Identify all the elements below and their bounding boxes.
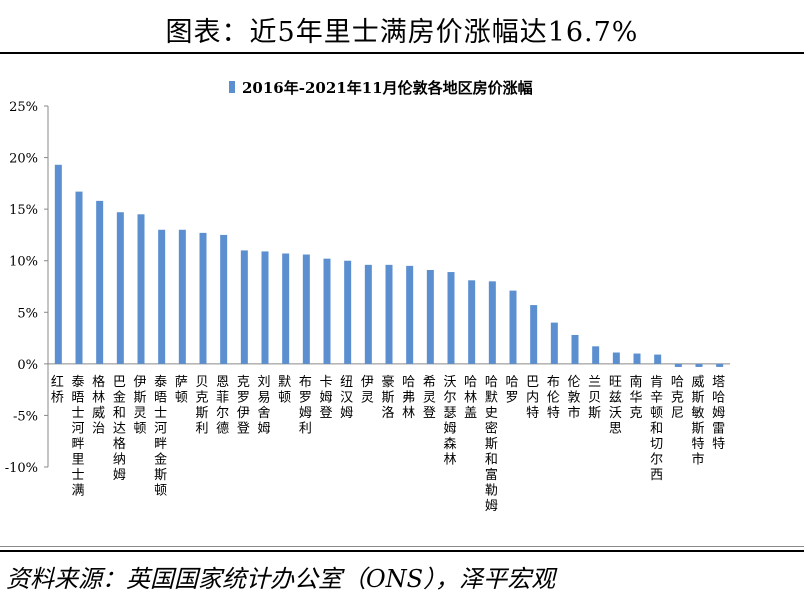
bar xyxy=(426,269,434,364)
x-tick-label: 默顿 xyxy=(278,374,291,406)
x-tick-label: 哈默史密斯和富勒姆 xyxy=(485,375,498,514)
x-tick-label: 泰晤士河畔里士满 xyxy=(71,375,84,499)
x-tick-label: 塔哈姆雷特 xyxy=(712,375,725,452)
title-divider xyxy=(0,52,804,54)
source-divider xyxy=(0,550,804,552)
x-tick-label: 布伦特 xyxy=(547,375,560,421)
bar xyxy=(592,346,600,364)
x-tick-label: 哈罗 xyxy=(505,375,518,406)
page-title: 图表：近5年里士满房价涨幅达16.7% xyxy=(165,17,639,48)
legend-swatch xyxy=(229,81,235,93)
x-tick-label: 红桥 xyxy=(51,374,64,406)
y-tick-label: 25% xyxy=(9,100,38,115)
x-tick-label: 伊斯灵顿 xyxy=(133,375,146,437)
x-tick-label: 哈弗林 xyxy=(402,375,415,421)
bar xyxy=(199,232,207,364)
x-tick-label: 格林威治 xyxy=(92,374,105,437)
x-tick-label: 贝克斯利 xyxy=(195,375,208,437)
bar xyxy=(158,229,166,364)
bar xyxy=(447,272,455,364)
bar xyxy=(406,265,414,364)
x-tick-label: 沃尔瑟姆森林 xyxy=(443,375,456,468)
y-tick-label: -5% xyxy=(13,409,38,424)
x-tick-label: 克罗伊登 xyxy=(237,375,250,437)
x-tick-label: 南华克 xyxy=(629,374,642,421)
bar xyxy=(116,212,124,364)
bar xyxy=(571,334,579,364)
bar xyxy=(674,363,682,367)
y-tick-label: 20% xyxy=(9,152,38,167)
x-tick-label: 巴内特 xyxy=(526,375,539,421)
bar xyxy=(550,322,558,364)
x-tick-label: 兰贝斯 xyxy=(588,375,601,421)
bar xyxy=(385,264,393,364)
x-tick-label: 旺兹沃思 xyxy=(609,375,622,437)
bar xyxy=(282,253,290,364)
bar xyxy=(530,305,538,364)
bar xyxy=(240,250,248,364)
bar xyxy=(654,354,662,364)
bar xyxy=(75,191,83,364)
bar xyxy=(261,251,269,364)
bar xyxy=(178,229,186,364)
bar xyxy=(633,353,641,364)
bar xyxy=(302,254,310,364)
bar xyxy=(220,234,228,364)
bar xyxy=(716,363,724,367)
bar xyxy=(54,164,62,364)
bar-chart: 2016年-2021年11月伦敦各地区房价涨幅 -10% -5% 0% 5% 10% 15… xyxy=(5,79,730,514)
bar xyxy=(137,214,145,364)
y-tick-label: -10% xyxy=(5,461,38,476)
y-tick-label: 10% xyxy=(9,255,38,270)
chart-container: 2016年-2021年11月伦敦各地区房价涨幅 -10% -5% 0% 5% 10% 15… xyxy=(0,64,804,547)
x-tick-label: 纽汉姆 xyxy=(340,375,353,421)
x-tick-label: 恩菲尔德 xyxy=(216,375,229,437)
x-tick-label: 豪斯洛 xyxy=(381,374,394,421)
x-axis-labels: 红桥泰晤士河畔里士满格林威治巴金和达格纳姆伊斯灵顿泰晤士河畔金斯顿萨顿贝克斯利恩… xyxy=(51,374,725,514)
x-tick-label: 刘易舍姆 xyxy=(257,375,270,437)
bar xyxy=(612,352,620,364)
x-tick-label: 巴金和达格纳姆 xyxy=(113,375,126,483)
bar xyxy=(468,280,476,364)
x-tick-label: 伊灵 xyxy=(361,375,374,406)
x-tick-label: 希灵登 xyxy=(423,375,436,421)
x-tick-label: 布罗姆利 xyxy=(299,375,312,437)
bar xyxy=(364,264,372,364)
source-note: 资料来源：英国国家统计办公室（ONS），泽平宏观 xyxy=(6,565,556,593)
chart-legend: 2016年-2021年11月伦敦各地区房价涨幅 xyxy=(229,79,533,97)
x-tick-label: 伦敦市 xyxy=(567,375,580,421)
bar xyxy=(488,281,496,364)
y-tick-label: 5% xyxy=(17,306,38,321)
x-tick-label: 萨顿 xyxy=(175,375,188,406)
x-tick-label: 泰晤士河畔金斯顿 xyxy=(154,375,167,499)
chart-title: 2016年-2021年11月伦敦各地区房价涨幅 xyxy=(242,79,533,97)
x-tick-label: 威斯敏斯特市 xyxy=(691,375,704,468)
x-tick-label: 肯辛顿和切尔西 xyxy=(650,375,663,483)
bar xyxy=(344,260,352,364)
x-tick-label: 卡姆登 xyxy=(319,375,332,421)
bar xyxy=(509,290,517,364)
y-tick-label: 15% xyxy=(9,203,38,218)
x-tick-label: 哈林盖 xyxy=(464,375,477,421)
bar xyxy=(96,200,104,364)
x-tick-label: 哈克尼 xyxy=(671,375,684,421)
y-tick-label: 0% xyxy=(17,358,38,373)
bar xyxy=(695,363,703,367)
bar xyxy=(323,258,331,364)
bar-series xyxy=(54,164,724,367)
